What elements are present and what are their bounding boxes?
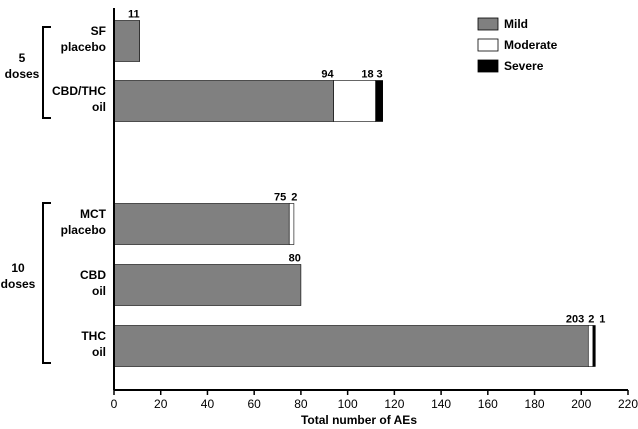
x-tick-label: 40 — [201, 397, 215, 411]
legend-swatch-mild — [477, 17, 499, 31]
x-tick-label: 0 — [111, 397, 118, 411]
x-tick-label: 120 — [384, 397, 404, 411]
category-label: THC — [81, 329, 106, 343]
category-label: CBD/THC — [52, 84, 106, 98]
x-tick-label: 180 — [525, 397, 545, 411]
bar-segment-mild-2 — [113, 203, 290, 245]
data-label: 1 — [599, 314, 605, 326]
bar-segment-moderate-4 — [587, 325, 594, 367]
category-label: placebo — [61, 40, 106, 54]
group-label: doses — [1, 277, 36, 291]
data-label: 80 — [289, 253, 301, 265]
legend-label-moderate: Moderate — [504, 38, 558, 52]
bar-segment-moderate-2 — [288, 203, 295, 245]
data-label: 94 — [321, 69, 334, 81]
legend-label-mild: Mild — [504, 17, 528, 31]
category-label: placebo — [61, 223, 106, 237]
group-label: 10 — [11, 261, 25, 275]
x-tick-label: 220 — [618, 397, 638, 411]
bar-segment-mild-4 — [113, 325, 589, 367]
labels-layer: 11 SF placebo 94 18 3 CBD/THC oil 75 2 MCT placebo 8… — [52, 9, 605, 360]
bar-segment-mild-1 — [113, 80, 334, 122]
x-tick-label: 20 — [154, 397, 168, 411]
group-bracket — [42, 26, 51, 119]
legend-label-severe: Severe — [504, 59, 544, 73]
x-tick-label: 100 — [338, 397, 358, 411]
bar-segment-moderate-1 — [333, 80, 376, 122]
group-bracket — [42, 202, 51, 364]
x-axis-title: Total number of AEs — [301, 413, 417, 427]
category-label: MCT — [80, 207, 107, 221]
legend-swatch-severe — [477, 59, 499, 73]
data-label: 203 — [566, 314, 584, 326]
category-label: CBD — [80, 268, 106, 282]
data-label: 11 — [128, 9, 140, 21]
group-label: doses — [5, 67, 40, 81]
data-label: 2 — [291, 192, 297, 204]
data-label: 3 — [377, 69, 383, 81]
group-brackets: 5 doses 10 doses — [1, 26, 51, 364]
x-tick-label: 140 — [431, 397, 451, 411]
category-label: SF — [91, 24, 106, 38]
x-tick-label: 60 — [248, 397, 262, 411]
bars-layer — [113, 20, 596, 367]
bar-segment-mild-0 — [113, 20, 141, 62]
x-tick-label: 80 — [294, 397, 308, 411]
data-label: 18 — [361, 69, 373, 81]
x-tick-label: 200 — [571, 397, 591, 411]
data-label: 75 — [274, 192, 286, 204]
bar-segment-severe-1 — [375, 80, 383, 122]
bar-segment-severe-4 — [592, 325, 596, 367]
category-label: oil — [92, 345, 106, 359]
x-tick-label: 160 — [478, 397, 498, 411]
legend-swatch-moderate — [477, 38, 499, 52]
category-label: oil — [92, 284, 106, 298]
x-axis: 0 20 40 60 80 100 120 140 160 180 200 220 — [111, 8, 638, 411]
data-label: 2 — [588, 314, 594, 326]
bar-segment-mild-3 — [113, 264, 302, 306]
group-label: 5 — [19, 51, 26, 65]
legend: Mild Moderate Severe — [477, 17, 558, 73]
category-label: oil — [92, 100, 106, 114]
